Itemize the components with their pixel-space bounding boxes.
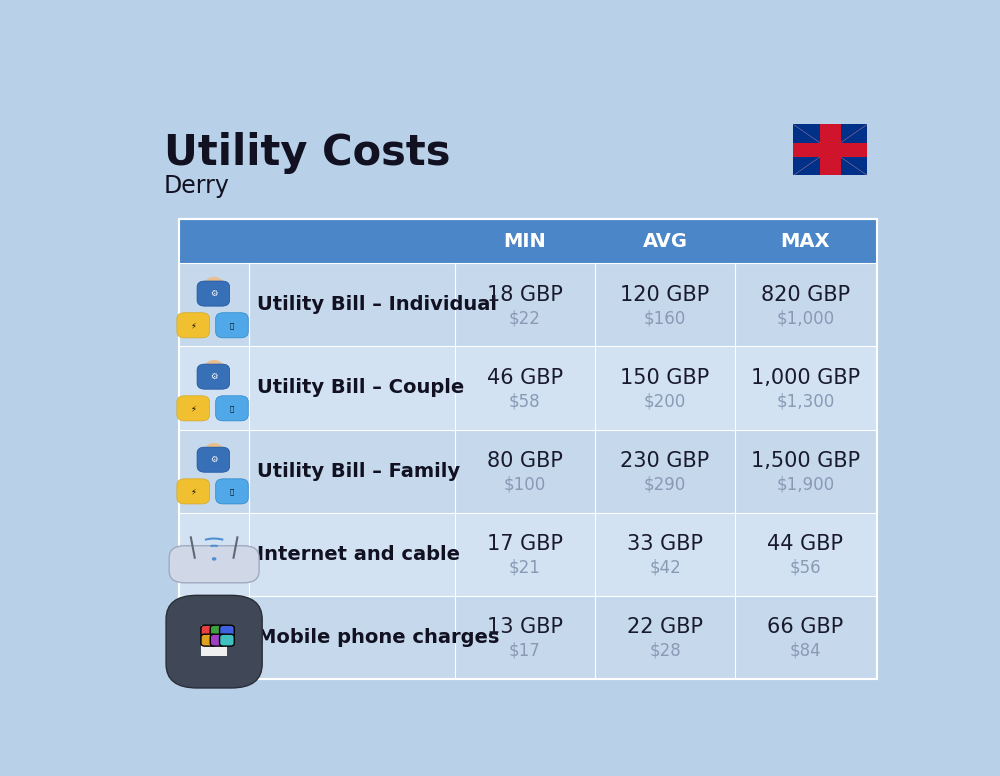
Text: 80 GBP: 80 GBP [487, 451, 563, 471]
Text: $42: $42 [649, 559, 681, 577]
Text: ⚡: ⚡ [190, 404, 196, 413]
Bar [793, 143, 867, 150]
Text: $21: $21 [509, 559, 541, 577]
Bar [179, 219, 877, 679]
Text: $200: $200 [644, 393, 686, 411]
Text: 1,500 GBP: 1,500 GBP [751, 451, 860, 471]
Bar [820, 124, 830, 175]
Bar [179, 513, 877, 596]
Text: Utility Bill – Couple: Utility Bill – Couple [257, 379, 464, 397]
Text: Mobile phone charges: Mobile phone charges [257, 628, 499, 646]
Bar [793, 124, 867, 175]
Text: 22 GBP: 22 GBP [627, 617, 703, 637]
FancyBboxPatch shape [177, 396, 209, 421]
Bar [209, 452, 219, 465]
Text: 💧: 💧 [230, 405, 234, 411]
Text: $100: $100 [504, 476, 546, 494]
Text: ⚙: ⚙ [210, 456, 218, 464]
Circle shape [205, 443, 223, 457]
Text: 44 GBP: 44 GBP [767, 534, 843, 554]
Text: $58: $58 [509, 393, 541, 411]
Bar [179, 219, 877, 263]
Bar [209, 369, 219, 382]
Text: 17 GBP: 17 GBP [487, 534, 563, 554]
Circle shape [205, 360, 223, 374]
Text: Utility Costs: Utility Costs [164, 132, 450, 174]
FancyBboxPatch shape [216, 313, 248, 338]
FancyBboxPatch shape [216, 396, 248, 421]
Text: 820 GBP: 820 GBP [761, 285, 850, 305]
FancyBboxPatch shape [197, 364, 230, 390]
Text: ⚙: ⚙ [210, 289, 218, 298]
Bar [201, 625, 227, 656]
Bar [209, 286, 219, 299]
Circle shape [205, 277, 223, 291]
FancyBboxPatch shape [216, 479, 248, 504]
FancyBboxPatch shape [197, 447, 230, 473]
Text: AVG: AVG [643, 231, 688, 251]
Text: 150 GBP: 150 GBP [620, 368, 710, 388]
FancyBboxPatch shape [177, 479, 209, 504]
FancyBboxPatch shape [210, 634, 225, 646]
FancyBboxPatch shape [197, 281, 230, 307]
FancyBboxPatch shape [210, 625, 225, 637]
Bar [179, 596, 877, 679]
Text: $17: $17 [509, 642, 541, 660]
Text: 120 GBP: 120 GBP [620, 285, 710, 305]
Text: 💧: 💧 [230, 488, 234, 494]
Text: $1,900: $1,900 [776, 476, 834, 494]
Text: $160: $160 [644, 309, 686, 327]
Text: Derry: Derry [164, 174, 230, 198]
Text: $22: $22 [509, 309, 541, 327]
Text: 33 GBP: 33 GBP [627, 534, 703, 554]
Circle shape [212, 557, 216, 561]
Text: ⚡: ⚡ [190, 320, 196, 330]
Text: $84: $84 [789, 642, 821, 660]
Text: $56: $56 [789, 559, 821, 577]
Text: 46 GBP: 46 GBP [487, 368, 563, 388]
Text: Utility Bill – Individual: Utility Bill – Individual [257, 296, 497, 314]
Text: 66 GBP: 66 GBP [767, 617, 843, 637]
Text: 1,000 GBP: 1,000 GBP [751, 368, 860, 388]
FancyBboxPatch shape [169, 546, 259, 583]
Text: ⚙: ⚙ [210, 372, 218, 381]
FancyBboxPatch shape [220, 634, 234, 646]
Text: MAX: MAX [781, 231, 830, 251]
Text: 13 GBP: 13 GBP [487, 617, 563, 637]
Bar [830, 124, 841, 175]
Bar [793, 144, 867, 157]
Text: ⚡: ⚡ [190, 487, 196, 496]
Text: $290: $290 [644, 476, 686, 494]
FancyBboxPatch shape [177, 313, 209, 338]
Bar [793, 150, 867, 158]
Bar [179, 263, 877, 346]
Text: Internet and cable: Internet and cable [257, 545, 460, 563]
Text: 💧: 💧 [230, 322, 234, 328]
Text: MIN: MIN [503, 231, 546, 251]
Bar [179, 346, 877, 430]
Text: 18 GBP: 18 GBP [487, 285, 563, 305]
Bar [821, 124, 840, 175]
FancyBboxPatch shape [166, 595, 262, 688]
FancyBboxPatch shape [201, 625, 216, 637]
Text: $1,300: $1,300 [776, 393, 834, 411]
Bar [179, 430, 877, 513]
Text: $28: $28 [649, 642, 681, 660]
FancyBboxPatch shape [201, 634, 216, 646]
FancyBboxPatch shape [220, 625, 234, 637]
Text: 230 GBP: 230 GBP [620, 451, 710, 471]
Text: $1,000: $1,000 [776, 309, 834, 327]
Text: Utility Bill – Family: Utility Bill – Family [257, 462, 460, 480]
